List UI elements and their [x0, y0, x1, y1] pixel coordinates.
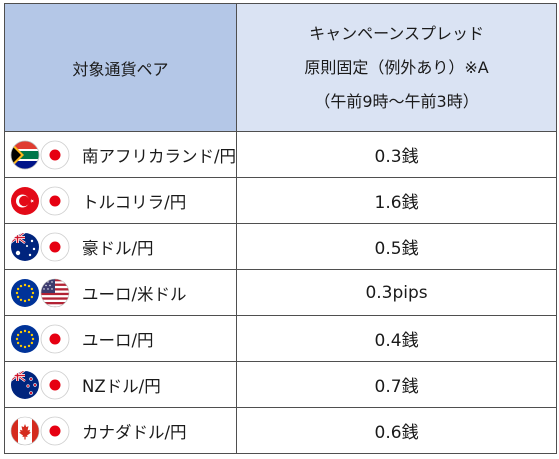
pair-label: 南アフリカランド/円: [82, 146, 237, 166]
japan-flag-icon: [40, 370, 70, 400]
spread-header-line: （午前9時～午前3時）: [314, 91, 479, 111]
table-header-row: 対象通貨ペア キャンペーンスプレッド 原則固定（例外あり）※A （午前9時～午前…: [3, 3, 558, 132]
eu-flag-icon: [10, 278, 40, 308]
flag-pair: [10, 370, 72, 400]
south-africa-flag-icon: [10, 140, 40, 170]
pair-cell: 南アフリカランド/円: [3, 131, 238, 178]
flag-pair: [10, 278, 72, 308]
table-row: トルコリラ/円 1.6銭: [3, 177, 558, 224]
pair-column-header: 対象通貨ペア: [3, 3, 238, 132]
spread-value: 0.7銭: [236, 361, 558, 408]
japan-flag-icon: [40, 324, 70, 354]
pair-cell: カナダドル/円: [3, 407, 238, 454]
japan-flag-icon: [40, 416, 70, 446]
flag-pair: [10, 232, 72, 262]
pair-label: カナダドル/円: [82, 422, 187, 442]
pair-cell: トルコリラ/円: [3, 177, 238, 224]
pair-label: 豪ドル/円: [82, 238, 154, 258]
spread-value: 0.4銭: [236, 315, 558, 362]
spread-header-line: キャンペーンスプレッド: [309, 23, 484, 43]
spread-value: 0.3銭: [236, 131, 558, 178]
spread-column-header: キャンペーンスプレッド 原則固定（例外あり）※A （午前9時～午前3時）: [236, 3, 558, 132]
japan-flag-icon: [40, 232, 70, 262]
pair-label: トルコリラ/円: [82, 192, 187, 212]
pair-cell: ユーロ/円: [3, 315, 238, 362]
flag-pair: [10, 416, 72, 446]
usa-flag-icon: [40, 278, 70, 308]
table-row: ユーロ/円 0.4銭: [3, 315, 558, 362]
table-row: カナダドル/円 0.6銭: [3, 407, 558, 454]
table-row: ユーロ/米ドル 0.3pips: [3, 269, 558, 316]
table-row: 豪ドル/円 0.5銭: [3, 223, 558, 270]
pair-label: ユーロ/米ドル: [82, 284, 187, 304]
flag-pair: [10, 140, 72, 170]
spread-table: 対象通貨ペア キャンペーンスプレッド 原則固定（例外あり）※A （午前9時～午前…: [3, 3, 558, 454]
spread-table-container: 対象通貨ペア キャンペーンスプレッド 原則固定（例外あり）※A （午前9時～午前…: [3, 3, 558, 454]
pair-cell: NZドル/円: [3, 361, 238, 408]
pair-label: ユーロ/円: [82, 330, 154, 350]
new-zealand-flag-icon: [10, 370, 40, 400]
canada-flag-icon: [10, 416, 40, 446]
spread-value: 0.3pips: [236, 269, 558, 316]
spread-value: 1.6銭: [236, 177, 558, 224]
japan-flag-icon: [40, 186, 70, 216]
japan-flag-icon: [40, 140, 70, 170]
flag-pair: [10, 324, 72, 354]
pair-cell: ユーロ/米ドル: [3, 269, 238, 316]
eu-flag-icon: [10, 324, 40, 354]
spread-value: 0.5銭: [236, 223, 558, 270]
flag-pair: [10, 186, 72, 216]
spread-header-line: 原則固定（例外あり）※A: [304, 57, 489, 77]
spread-value: 0.6銭: [236, 407, 558, 454]
pair-cell: 豪ドル/円: [3, 223, 238, 270]
pair-label: NZドル/円: [82, 376, 161, 396]
australia-flag-icon: [10, 232, 40, 262]
table-row: NZドル/円 0.7銭: [3, 361, 558, 408]
table-row: 南アフリカランド/円 0.3銭: [3, 131, 558, 178]
turkey-flag-icon: [10, 186, 40, 216]
